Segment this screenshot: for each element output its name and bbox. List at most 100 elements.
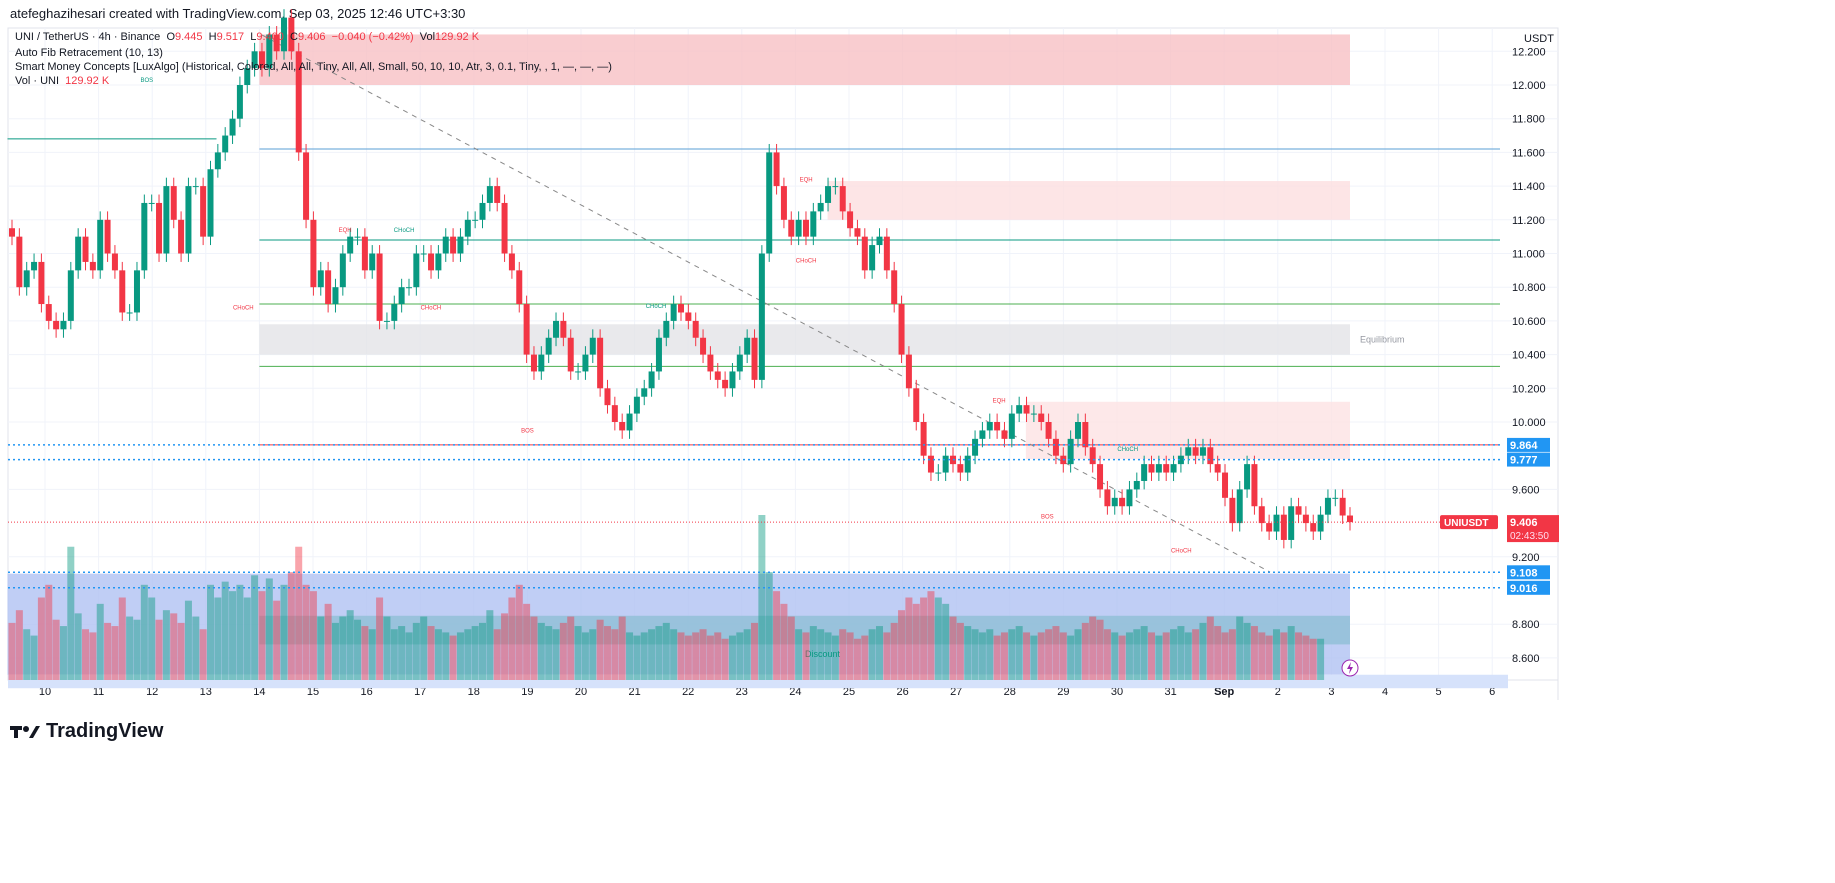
- candle-body: [450, 236, 457, 254]
- volume-bar: [59, 626, 67, 680]
- candle-body: [133, 270, 140, 313]
- volume-value: 129.92 K: [435, 31, 480, 43]
- candle-body: [258, 51, 265, 69]
- indicator-fib[interactable]: Auto Fib Retracement (10, 13): [15, 47, 163, 59]
- time-tick: 3: [1328, 686, 1334, 698]
- structure-label: EQH: [993, 398, 1006, 404]
- structure-label: CHoCH: [1117, 447, 1138, 453]
- candle-body: [751, 337, 758, 380]
- time-tick: 6: [1489, 686, 1495, 698]
- volume-bar: [1199, 622, 1207, 680]
- volume-bar: [567, 616, 575, 680]
- candle-body: [685, 312, 692, 321]
- volume-bar: [1118, 635, 1126, 680]
- candle-body: [16, 236, 23, 288]
- candle-body: [391, 304, 398, 321]
- volume-bar: [1081, 622, 1089, 680]
- time-tick: 10: [39, 686, 51, 698]
- indicator-smc[interactable]: Smart Money Concepts [LuxAlgo] (Historic…: [15, 61, 612, 73]
- volume-bar: [949, 616, 957, 680]
- close-label: C: [290, 31, 298, 43]
- indicator-volume[interactable]: Vol · UNI 129.92 K: [15, 75, 109, 88]
- candle-body: [795, 219, 802, 237]
- volume-bar: [868, 629, 876, 680]
- candle-body: [1214, 464, 1221, 473]
- volume-bar: [427, 626, 435, 680]
- volume-bar: [978, 632, 986, 680]
- candle-body: [942, 455, 949, 473]
- volume-bar: [1000, 632, 1008, 680]
- volume-bar: [1125, 632, 1133, 680]
- tradingview-logo-icon: [10, 725, 40, 738]
- time-tick: 29: [1057, 686, 1069, 698]
- price-tick: 11.000: [1512, 249, 1545, 261]
- volume-bar: [773, 591, 781, 680]
- high-label: H: [208, 31, 217, 43]
- candle-body: [891, 270, 898, 305]
- volume-bar: [1155, 635, 1163, 680]
- volume-bar: [1214, 626, 1222, 680]
- volume-bar: [728, 635, 736, 680]
- candle-body: [597, 337, 604, 389]
- volume-bar: [699, 629, 707, 680]
- volume-bar: [177, 622, 185, 680]
- symbol-tag: UNIUSDT: [1444, 518, 1488, 529]
- volume-bar: [508, 597, 516, 680]
- volume-bar: [170, 613, 178, 680]
- volume-bar: [758, 515, 766, 680]
- candle-body: [156, 202, 163, 254]
- candle-body: [494, 186, 501, 203]
- candle-body: [582, 354, 589, 372]
- candle-body: [678, 304, 684, 313]
- structure-label: BOS: [141, 78, 154, 84]
- time-tick: 31: [1164, 686, 1176, 698]
- low-value: 9.400: [256, 31, 284, 43]
- candle-body: [1229, 497, 1236, 524]
- candle-body: [119, 270, 126, 313]
- candle-body: [1347, 515, 1353, 523]
- volume-bar: [15, 610, 23, 680]
- structure-label: EQH: [339, 228, 352, 234]
- candle-body: [700, 337, 707, 355]
- candle-body: [1324, 497, 1331, 515]
- candle-body: [185, 186, 192, 254]
- volume-bar: [942, 603, 950, 680]
- volume-bar: [986, 629, 994, 680]
- candle-body: [508, 253, 515, 271]
- candle-body: [810, 211, 817, 237]
- change-value: −0.040 (−0.42%): [331, 31, 414, 43]
- volume-indicator-name: Vol · UNI: [15, 75, 60, 87]
- volume-bar: [192, 616, 200, 680]
- candle-body: [1170, 464, 1177, 473]
- candle-body: [295, 51, 302, 153]
- volume-bar: [603, 626, 611, 680]
- symbol-legend[interactable]: UNI / TetherUS · 4h · Binance O9.445 H9.…: [15, 31, 479, 44]
- candle-body: [38, 261, 45, 305]
- volume-bar: [96, 603, 104, 680]
- candle-body: [780, 186, 787, 220]
- time-tick: 28: [1004, 686, 1016, 698]
- volume-bar: [1045, 629, 1053, 680]
- candle-body: [347, 236, 354, 254]
- candle-body: [310, 219, 317, 288]
- volume-bar: [787, 616, 795, 680]
- time-tick: 22: [682, 686, 694, 698]
- time-tick: 20: [575, 686, 587, 698]
- price-chart[interactable]: 12.200 12.000 11.800 11.600 11.400 11.200 11.0…: [0, 0, 1835, 700]
- candle-body: [927, 455, 934, 473]
- volume-bar: [346, 610, 354, 680]
- time-tick: 25: [843, 686, 855, 698]
- volume-bar: [846, 632, 854, 680]
- price-badge: 9.108: [1507, 565, 1550, 580]
- candle-body: [611, 405, 618, 422]
- price-tick: 10.800: [1512, 282, 1546, 294]
- volume-bar: [1250, 626, 1258, 680]
- volume-bar: [655, 626, 663, 680]
- candle-body: [744, 337, 751, 355]
- volume-bar: [456, 632, 464, 680]
- candle-body: [692, 320, 699, 338]
- tradingview-logo[interactable]: TradingView: [10, 720, 163, 743]
- candle-body: [178, 219, 185, 254]
- candle-body: [288, 17, 295, 52]
- volume-bar: [331, 622, 339, 680]
